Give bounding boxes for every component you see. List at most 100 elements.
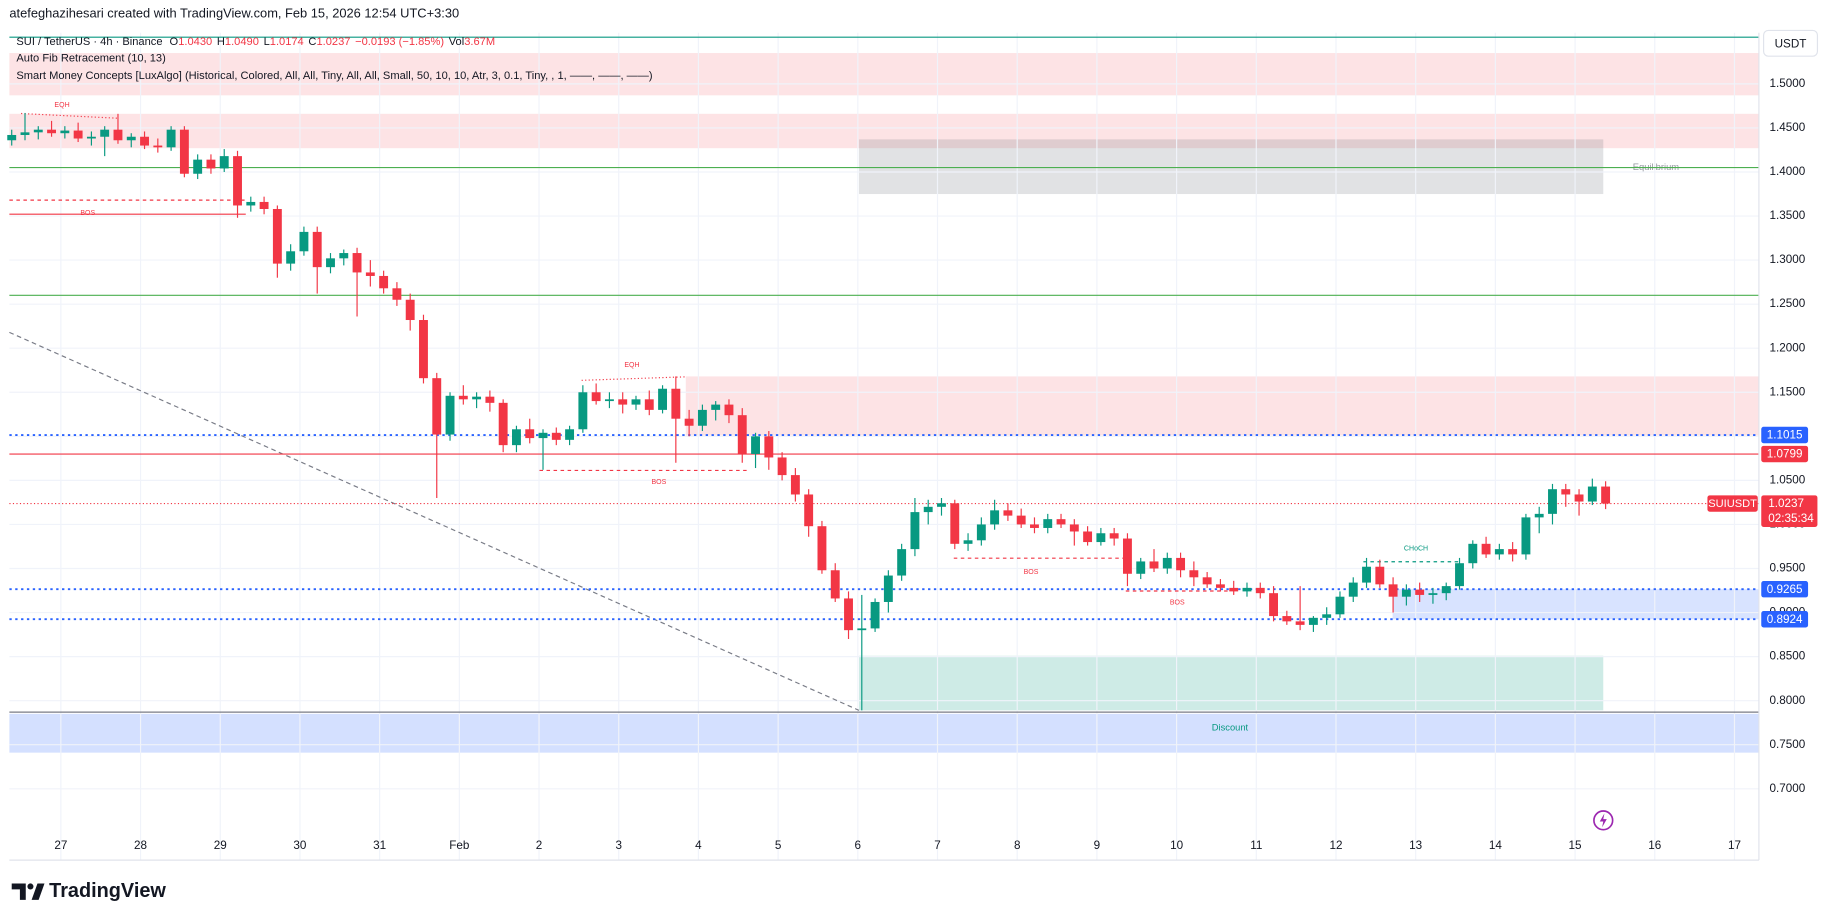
currency-button[interactable] [1763, 29, 1819, 57]
candle-body [671, 388, 681, 419]
candle-body [326, 258, 335, 268]
alert-icon[interactable] [1593, 810, 1614, 831]
symbol: SUI / TetherUS · 4h · Binance [16, 36, 162, 48]
candle-body [1136, 561, 1146, 574]
candle-body [1282, 616, 1292, 622]
y-tick-label: 1.2500 [1769, 297, 1805, 310]
candle-body [1534, 513, 1544, 518]
candle-body [1428, 593, 1438, 595]
candle-body [1494, 549, 1504, 555]
x-tick-label: Feb [449, 839, 470, 852]
alert-bolt[interactable] [1599, 813, 1607, 828]
candle-body [1043, 519, 1053, 528]
candle-body [432, 378, 442, 435]
alert-circle[interactable] [1593, 810, 1614, 831]
candle-body [379, 275, 389, 289]
candle-body [923, 506, 933, 513]
zone [9, 713, 1759, 753]
author-line: atefeghazihesari created with TradingVie… [9, 5, 459, 20]
candle-body [1162, 557, 1172, 569]
y-tick-label: 0.7000 [1769, 782, 1805, 795]
candle-body [1322, 614, 1332, 618]
candle-body [697, 409, 707, 426]
candle-body [166, 129, 176, 148]
candle-body [737, 415, 747, 454]
x-tick-label: 10 [1170, 839, 1184, 852]
ohlc-key: L [264, 36, 270, 48]
candle-body [1083, 531, 1093, 543]
candle-body [73, 130, 83, 139]
candle-body [551, 432, 561, 440]
last-price-label: 1.0237 [1768, 497, 1804, 510]
candle-body [870, 601, 880, 629]
candle-body [897, 549, 907, 576]
candle-body [1348, 582, 1358, 597]
candle-body [950, 503, 960, 544]
y-tick-label: 1.5000 [1769, 77, 1805, 90]
price-badge-label: 0.8924 [1767, 613, 1803, 626]
candle-body [339, 253, 349, 259]
candle-body [1003, 510, 1013, 516]
x-tick-label: 11 [1250, 839, 1262, 852]
brand-name[interactable]: TradingView [49, 880, 166, 902]
zone [9, 113, 1759, 149]
candle-body [512, 429, 521, 446]
candle-body [312, 231, 322, 268]
candle-body [804, 494, 814, 527]
candle-body [1122, 538, 1132, 574]
candle-body [963, 540, 973, 544]
levels [9, 36, 1759, 713]
candle-body [1468, 543, 1478, 564]
ohlc-value: 1.0490 [225, 36, 259, 48]
candle-body [591, 392, 601, 402]
price-badge-label: 1.0799 [1767, 448, 1803, 461]
candle-body [7, 134, 17, 141]
candle-body [565, 429, 575, 440]
price-badge-label: 0.9265 [1767, 583, 1803, 596]
candle-body [1561, 489, 1571, 495]
candle-body [631, 399, 641, 405]
candle-body [1056, 519, 1066, 525]
ohlc-value: 1.0174 [270, 36, 304, 48]
structure-label: EQH [624, 362, 639, 369]
candle-body [1295, 621, 1305, 625]
ohlc-key: H [217, 36, 225, 48]
indicator-legend: Auto Fib Retracement (10, 13) [16, 52, 166, 64]
y-tick-label: 1.4000 [1769, 165, 1805, 178]
structure-label: BOS [1024, 569, 1039, 576]
candles [7, 112, 1611, 711]
brand-logo[interactable] [11, 883, 45, 900]
zones: Equilibrium Discount [9, 53, 1759, 753]
candle-body [764, 436, 774, 458]
candle-body [1189, 570, 1199, 578]
candle-body [777, 457, 787, 476]
candle-body [1481, 543, 1491, 555]
symbol-badge-label: SUIUSDT [1708, 498, 1757, 510]
candle-body [47, 129, 57, 134]
zone [858, 139, 1604, 195]
candle-body [844, 598, 853, 631]
candle-body [1548, 489, 1557, 514]
y-tick-label: 1.3500 [1769, 209, 1805, 222]
x-tick-label: 12 [1329, 839, 1342, 852]
currency[interactable]: USDT [1775, 38, 1807, 51]
candle-body [1508, 549, 1518, 555]
candle-body [910, 512, 920, 550]
candle-body [1269, 593, 1279, 617]
zone-label: Equilibrium [1633, 162, 1679, 172]
candle-body [644, 399, 654, 410]
candle-body [711, 404, 721, 410]
candle-body [1308, 617, 1318, 625]
x-tick-label: 16 [1648, 839, 1661, 852]
candle-body [259, 201, 269, 209]
candle-body [1030, 524, 1039, 528]
candle-body [140, 136, 149, 146]
brand-logo-dot[interactable] [27, 883, 34, 890]
y-tick-label: 1.1500 [1769, 385, 1805, 398]
brand[interactable]: TradingView [11, 880, 167, 902]
y-tick-label: 1.4500 [1769, 121, 1805, 134]
y-tick-label: 0.9500 [1769, 562, 1805, 575]
candle-body [1335, 596, 1345, 615]
x-tick-label: 14 [1489, 839, 1503, 852]
